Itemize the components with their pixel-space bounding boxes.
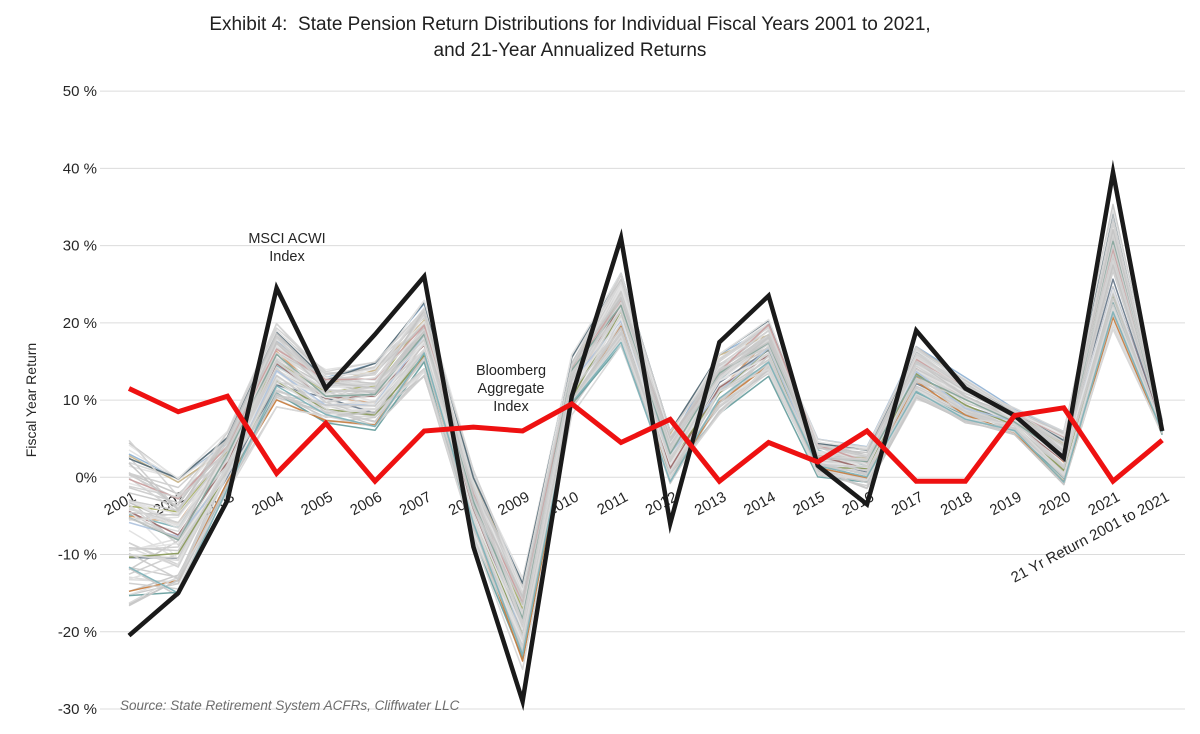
state-return-line <box>128 254 1163 620</box>
y-tick-label: 10 % <box>63 392 97 409</box>
x-tick-label: 2005 <box>298 489 335 520</box>
y-axis-title: Fiscal Year Return <box>23 343 39 457</box>
x-tick-label: 2015 <box>790 489 827 520</box>
y-tick-label: -30 % <box>58 701 97 718</box>
chart-title-line1: Exhibit 4: State Pension Return Distribu… <box>209 14 931 35</box>
state-return-line <box>128 268 1163 614</box>
state-return-line <box>128 261 1163 622</box>
state-return-line <box>128 259 1163 613</box>
x-tick-label: 2007 <box>397 489 434 520</box>
x-tick-label: 2018 <box>938 489 975 520</box>
state-return-line <box>128 259 1163 623</box>
state-return-line <box>128 220 1163 588</box>
y-tick-label: 40 % <box>63 160 97 177</box>
y-tick-label: 50 % <box>63 83 97 100</box>
y-tick-label: 0% <box>75 469 97 486</box>
x-tick-label: 2011 <box>594 489 630 519</box>
x-tick-label: 2020 <box>1036 489 1073 520</box>
bloomberg-annotation: Bloomberg Aggregate Index <box>476 363 546 415</box>
state-return-line <box>128 311 1163 656</box>
x-tick-label: 2004 <box>249 489 286 520</box>
state-return-line <box>128 264 1163 606</box>
state-return-line <box>128 258 1163 643</box>
state-return-line <box>128 255 1163 616</box>
source-note: Source: State Retirement System ACFRs, C… <box>120 698 460 713</box>
state-return-line <box>128 256 1163 614</box>
state-return-line <box>128 263 1163 633</box>
x-tick-label: 2019 <box>987 489 1024 520</box>
x-tick-label: 2006 <box>347 489 384 520</box>
y-tick-label: -10 % <box>58 547 97 564</box>
state-return-line <box>128 254 1163 623</box>
chart-title: Exhibit 4: State Pension Return Distribu… <box>30 12 1110 63</box>
y-tick-label: -20 % <box>58 624 97 641</box>
x-tick-label: 2013 <box>692 489 729 520</box>
bloomberg-aggregate-line <box>127 386 1164 485</box>
msci-annotation: MSCI ACWI Index <box>248 231 325 265</box>
y-tick-label: 20 % <box>63 315 97 332</box>
x-tick-label: 2009 <box>495 489 532 520</box>
state-return-line <box>128 252 1163 622</box>
state-return-line <box>128 306 1163 640</box>
x-tick-label: 2017 <box>889 489 926 520</box>
chart-title-line2: and 21-Year Annualized Returns <box>433 39 707 61</box>
msci-acwi-line <box>127 159 1165 711</box>
x-tick-label: 2014 <box>741 489 778 520</box>
y-tick-label: 30 % <box>63 238 97 255</box>
